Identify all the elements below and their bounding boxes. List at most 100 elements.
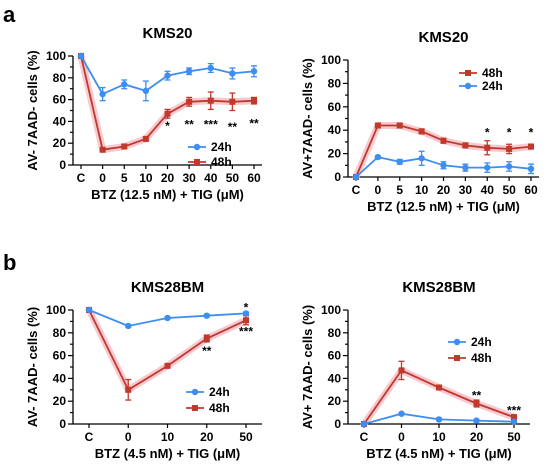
series-48h-halo <box>85 306 250 394</box>
x-tick-label: C <box>77 171 86 185</box>
y-tick-label: 0 <box>334 170 341 184</box>
series-48h-point <box>99 146 106 153</box>
series-24h-point <box>207 64 214 72</box>
x-tick-label: 10 <box>432 430 446 444</box>
significance-label: *** <box>204 118 218 132</box>
significance-label: *** <box>507 403 521 417</box>
x-tick-label: 0 <box>99 171 106 185</box>
series-48h-point <box>121 143 128 150</box>
y-tick-label: 20 <box>53 136 67 150</box>
series-48h-point <box>229 98 236 105</box>
series-24h-point <box>473 417 480 424</box>
legend-48h-swatch-marker <box>194 159 200 165</box>
y-axis-label: AV+ 7AAD- cells (%) <box>300 305 315 429</box>
legend-48h-label: 48h <box>209 401 230 415</box>
series-24h-point <box>360 420 368 428</box>
chart-title: KMS28BM <box>131 279 204 296</box>
significance-label: *** <box>239 325 253 339</box>
series-24h-point <box>484 164 491 171</box>
x-tick-label: 60 <box>247 171 261 185</box>
series-48h-point <box>203 335 210 342</box>
chart-kms28bm-viable: KMS28BM 0 20 40 60 80 100 C 0 10 20 50 BTZ (4.5 nM) … <box>25 279 262 461</box>
series-48h-point <box>125 386 132 393</box>
series-48h-point <box>164 362 171 369</box>
series-24h-point <box>527 165 535 173</box>
series-48h-point <box>398 367 405 374</box>
x-tick-label: 10 <box>415 183 429 197</box>
x-tick-label: 20 <box>161 171 175 185</box>
y-tick-label: 100 <box>321 53 341 67</box>
legend-48h-label: 48h <box>471 351 492 365</box>
legend-48h-swatch-marker <box>454 355 460 361</box>
x-tick-label: 30 <box>459 183 473 197</box>
series-48h-point <box>440 137 447 144</box>
series-48h-halo <box>360 366 518 428</box>
significance-label: ** <box>184 118 194 132</box>
series-24h-point <box>398 410 405 417</box>
chart-title: KMS20 <box>418 29 468 46</box>
y-tick-label: 60 <box>53 349 67 363</box>
y-tick-label: 100 <box>46 303 66 317</box>
x-axis-label: BTZ (4.5 nM) + TIG (μM) <box>366 446 512 461</box>
series-24h-point <box>352 173 360 181</box>
series-24h-point <box>121 81 128 88</box>
significance-label: * <box>485 126 490 140</box>
series-24h-point <box>164 314 171 322</box>
x-tick-label: 20 <box>200 430 214 444</box>
series-24h-point <box>396 158 403 165</box>
x-tick-label: 5 <box>396 183 403 197</box>
x-tick-label: 50 <box>502 183 516 197</box>
significance-label: ** <box>472 389 482 403</box>
x-tick-label: C <box>85 430 94 444</box>
legend-24h-swatch-marker <box>191 388 199 396</box>
series-24h-point <box>374 153 382 161</box>
series-24h-point <box>435 416 443 423</box>
y-tick-label: 80 <box>53 326 67 340</box>
legend-48h-swatch-marker <box>465 70 471 76</box>
x-tick-label: 60 <box>524 183 538 197</box>
series-48h-point <box>243 317 249 324</box>
y-tick-label: 20 <box>53 394 67 408</box>
x-tick-label: 40 <box>204 171 218 185</box>
y-tick-label: 0 <box>59 417 66 431</box>
chart-title: KMS20 <box>142 25 192 42</box>
series-48h-point <box>164 110 171 117</box>
legend-48h-label: 48h <box>482 66 503 80</box>
series-48h-point <box>506 145 513 152</box>
y-tick-label: 60 <box>328 349 342 363</box>
x-tick-label: 50 <box>507 430 521 444</box>
series-24h-point <box>99 90 106 98</box>
y-axis-label: AV- 7AAD- cells (%) <box>25 50 40 170</box>
y-tick-label: 100 <box>321 303 341 317</box>
x-tick-label: 40 <box>481 183 495 197</box>
series-24h-point <box>203 312 210 319</box>
series-24h-point <box>164 72 171 79</box>
significance-label: * <box>165 119 170 133</box>
x-tick-label: 5 <box>121 171 128 185</box>
legend-24h-swatch-marker <box>464 82 472 90</box>
x-tick-label: 50 <box>226 171 240 185</box>
chart-title: KMS28BM <box>402 279 475 296</box>
x-tick-label: 0 <box>375 183 382 197</box>
significance-label: ** <box>202 344 212 358</box>
series-48h-point <box>374 122 381 129</box>
series-48h-point <box>207 97 214 104</box>
series-48h-point <box>528 143 534 150</box>
chart-kms28bm-apoptotic: KMS28BM 0 20 40 60 80 100 C 0 10 20 50 BTZ (4.5 nM) … <box>300 279 530 461</box>
legend-48h-label: 48h <box>211 155 232 169</box>
x-tick-label: C <box>360 430 369 444</box>
y-axis-label: AV- 7AAD- cells (%) <box>25 307 40 427</box>
significance-label: ** <box>249 117 259 131</box>
y-tick-label: 40 <box>328 123 342 137</box>
legend-48h-swatch-marker <box>192 405 198 411</box>
series-48h-point <box>462 142 469 149</box>
x-tick-label: 50 <box>239 430 253 444</box>
x-tick-label: 10 <box>161 430 175 444</box>
x-tick-label: 10 <box>139 171 153 185</box>
x-tick-label: 0 <box>398 430 405 444</box>
series-48h-point <box>251 97 257 104</box>
x-tick-label: 30 <box>182 171 196 185</box>
